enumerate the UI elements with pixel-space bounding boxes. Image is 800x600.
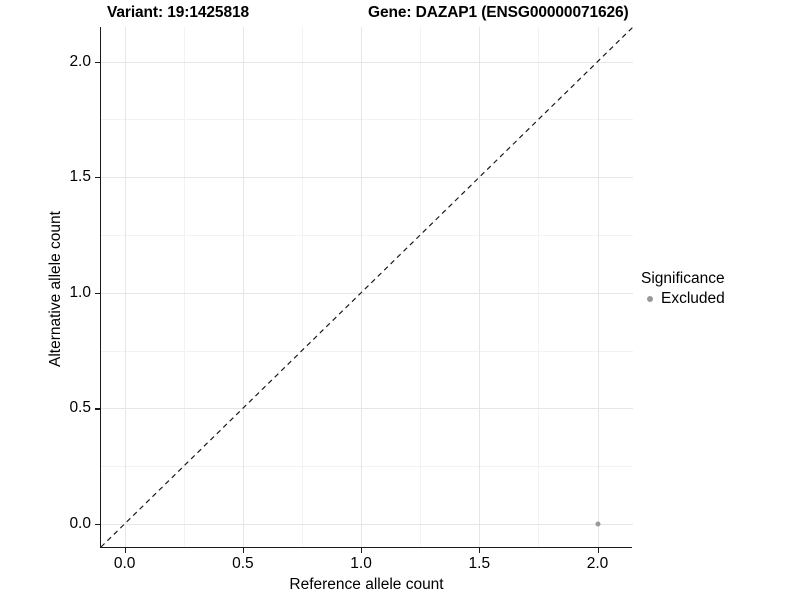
x-tick-label: 2.0 (586, 555, 609, 572)
gene-title: Gene: DAZAP1 (ENSG00000071626) (368, 4, 629, 21)
gridline-major-horizontal (101, 408, 633, 410)
gridline-major-vertical (597, 27, 599, 547)
legend: Significance Excluded (641, 270, 791, 308)
x-axis-tick (124, 548, 126, 553)
x-tick-label: 1.0 (350, 555, 372, 572)
y-tick-label: 1.5 (69, 168, 91, 186)
legend-title: Significance (641, 270, 725, 287)
y-axis-tick (95, 523, 100, 526)
x-axis-title: Reference allele count (289, 576, 444, 593)
gridline-major-vertical (479, 27, 481, 547)
gridline-minor-horizontal (101, 466, 633, 468)
gridline-major-horizontal (101, 61, 633, 63)
x-axis-tick (597, 548, 599, 553)
reference-line-abline (100, 26, 634, 548)
plot-panel (100, 26, 634, 548)
x-tick-label: 0.5 (232, 555, 254, 572)
y-tick-labels: 0.0 0.5 1.0 1.5 2.0 (25, 0, 91, 600)
gridline-major-horizontal (101, 177, 633, 179)
gridline-minor-horizontal (101, 350, 633, 352)
y-axis-title: Alternative allele count (47, 211, 64, 367)
x-tick-label: 0.0 (113, 555, 136, 572)
variant-title: Variant: 19:1425818 (107, 4, 250, 21)
x-axis-line (100, 546, 632, 548)
legend-item[interactable]: Excluded (641, 290, 791, 308)
legend-dot-icon (647, 296, 653, 302)
y-axis-tick (95, 61, 100, 63)
y-tick-label: 1.0 (69, 283, 91, 301)
gridline-minor-horizontal (101, 119, 633, 121)
y-axis-tick (95, 292, 100, 294)
data-point[interactable] (595, 521, 601, 527)
legend-key (641, 290, 659, 308)
plot-title-row: Variant: 19:1425818 Gene: DAZAP1 (ENSG00… (0, 4, 800, 26)
x-tick-label: 1.5 (468, 555, 491, 572)
y-tick-label: 0.0 (69, 514, 91, 532)
y-axis-line (100, 27, 102, 548)
y-tick-label: 0.5 (69, 399, 91, 417)
gridline-minor-vertical (183, 27, 185, 547)
gridline-major-horizontal (101, 523, 633, 525)
gridline-major-vertical (242, 27, 244, 547)
gridline-major-vertical (124, 27, 126, 547)
y-tick-label: 2.0 (69, 52, 91, 70)
gridline-minor-vertical (301, 27, 303, 547)
legend-item-label: Excluded (661, 290, 725, 307)
gridline-major-horizontal (101, 292, 633, 294)
gridline-minor-horizontal (101, 235, 633, 236)
gridline-major-vertical (361, 27, 363, 547)
x-axis-tick (361, 548, 363, 553)
legend-items: Excluded (641, 290, 791, 308)
x-axis-tick (242, 548, 245, 553)
gridline-minor-vertical (420, 27, 422, 547)
x-axis-tick (479, 548, 481, 553)
gridline-minor-vertical (538, 27, 540, 547)
y-axis-tick (95, 408, 100, 410)
y-axis-tick (95, 177, 100, 179)
